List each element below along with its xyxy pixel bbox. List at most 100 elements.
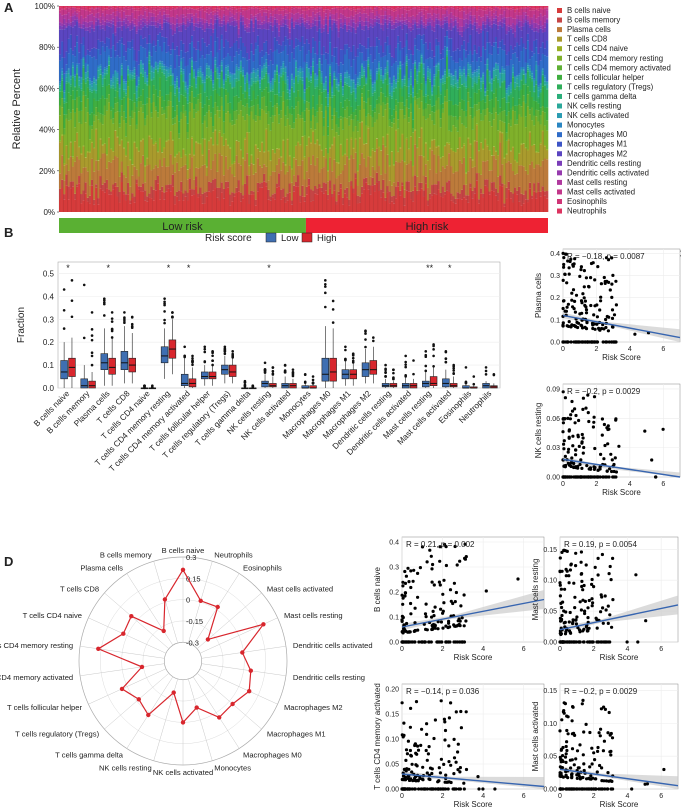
stack-segment	[526, 199, 530, 203]
stack-segment	[277, 7, 281, 11]
stack-segment	[394, 61, 398, 80]
stack-segment	[258, 28, 262, 53]
stack-segment	[241, 195, 245, 199]
stack-segment	[229, 166, 232, 195]
stack-segment	[471, 198, 474, 212]
stack-segment	[420, 62, 423, 64]
stack-segment	[273, 153, 277, 172]
stack-segment	[152, 46, 155, 68]
stack-segment	[218, 9, 221, 17]
stack-segment	[348, 29, 351, 48]
stack-segment	[490, 78, 494, 80]
stack-segment	[284, 80, 287, 84]
stack-segment	[471, 86, 474, 89]
stack-segment	[269, 130, 272, 161]
stack-segment	[129, 186, 132, 201]
stack-segment	[367, 48, 370, 58]
stack-segment	[414, 96, 417, 101]
stack-segment	[158, 90, 162, 98]
stack-segment	[84, 193, 87, 212]
stack-segment	[243, 30, 247, 47]
stack-segment	[178, 138, 181, 152]
stack-segment	[501, 39, 504, 50]
stack-segment	[84, 55, 87, 63]
stack-segment	[518, 165, 521, 187]
stack-segment	[507, 123, 511, 139]
stack-segment	[416, 98, 419, 105]
stack-segment	[186, 6, 189, 8]
stack-segment	[341, 9, 345, 15]
stack-segment	[271, 194, 275, 198]
stack-segment	[509, 150, 513, 152]
stack-segment	[184, 81, 187, 83]
stack-segment	[450, 38, 453, 57]
stack-segment	[163, 199, 166, 212]
stack-segment	[197, 6, 200, 9]
stack-segment	[486, 69, 489, 71]
stack-segment	[99, 176, 102, 189]
stack-segment	[418, 34, 421, 51]
stack-segment	[303, 26, 306, 44]
stack-segment	[454, 171, 457, 199]
stack-segment	[120, 6, 124, 8]
stack-segment	[131, 72, 134, 76]
stack-segment	[80, 123, 83, 154]
stack-segment	[507, 31, 511, 52]
stack-segment	[305, 77, 309, 89]
stack-segment	[356, 48, 360, 57]
stack-segment	[271, 10, 275, 17]
stack-segment	[229, 6, 232, 7]
stack-segment	[324, 158, 328, 184]
stack-segment	[212, 32, 215, 57]
stack-segment	[122, 26, 126, 45]
stack-segment	[431, 6, 434, 9]
stack-segment	[169, 49, 172, 55]
stack-segment	[360, 77, 364, 89]
stack-segment	[127, 15, 130, 21]
stack-segment	[539, 115, 542, 125]
stack-segment	[479, 142, 483, 143]
stack-segment	[392, 11, 396, 20]
stack-segment	[322, 9, 326, 12]
stack-segment	[88, 14, 92, 22]
stack-segment	[158, 199, 162, 212]
stack-segment	[220, 6, 224, 8]
stack-segment	[82, 91, 85, 96]
stack-segment	[369, 156, 372, 158]
stack-segment	[112, 159, 115, 185]
stack-segment	[384, 7, 387, 9]
stack-segment	[314, 79, 317, 87]
stack-segment	[496, 100, 500, 115]
stack-segment	[479, 61, 483, 78]
stack-segment	[203, 164, 206, 193]
stack-segment	[273, 37, 277, 51]
stack-segment	[405, 40, 408, 55]
stack-segment	[169, 54, 172, 66]
stack-segment	[137, 64, 141, 77]
stack-segment	[473, 25, 477, 45]
stack-segment	[78, 18, 81, 23]
stack-segment	[67, 7, 70, 9]
stack-segment	[465, 7, 468, 10]
stack-segment	[348, 76, 351, 79]
stack-segment	[426, 78, 430, 96]
stack-segment	[220, 105, 224, 137]
stack-segment	[301, 111, 304, 119]
stack-segment	[243, 57, 247, 76]
stack-segment	[110, 48, 113, 58]
stack-segment	[273, 94, 277, 106]
stack-segment	[492, 68, 496, 71]
stack-segment	[133, 76, 136, 79]
stack-segment	[460, 189, 464, 200]
stack-segment	[454, 16, 457, 19]
stack-segment	[350, 19, 353, 27]
stack-segment	[212, 72, 215, 81]
stack-segment	[448, 50, 451, 70]
stack-segment	[465, 199, 468, 212]
stack-segment	[195, 9, 198, 14]
stack-segment	[473, 193, 477, 212]
stack-segment	[397, 81, 400, 103]
stack-segment	[86, 201, 90, 212]
stack-segment	[335, 84, 338, 88]
stack-segment	[284, 83, 287, 100]
